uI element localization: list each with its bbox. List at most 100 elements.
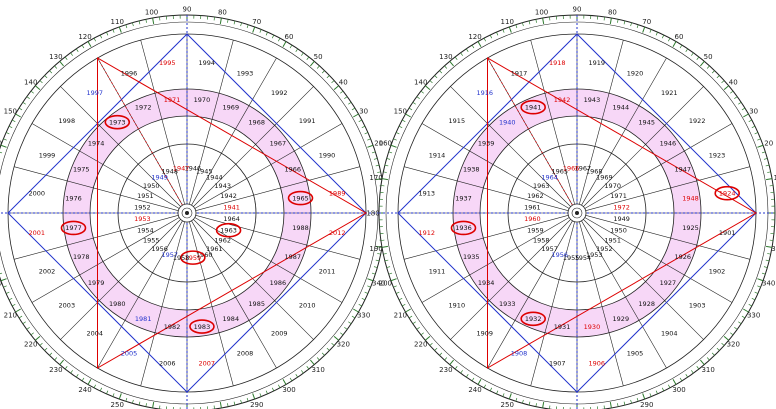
degree-tick xyxy=(449,359,454,365)
sector-line xyxy=(581,57,667,206)
degree-label: 10 xyxy=(773,174,776,182)
year-label: 1975 xyxy=(73,165,90,173)
degree-tick xyxy=(321,352,325,356)
degree-label: 130 xyxy=(439,53,452,61)
year-label: 1964 xyxy=(541,174,558,182)
year-label: 1922 xyxy=(689,117,706,125)
degree-label: 200 xyxy=(379,279,392,287)
year-label: 1950 xyxy=(610,227,627,235)
right-wheel: 0102030405060708090100110120130140150160… xyxy=(366,6,776,409)
degree-tick xyxy=(145,403,147,407)
degree-tick xyxy=(5,132,10,135)
degree-ticks xyxy=(379,15,775,409)
degree-label: 40 xyxy=(729,78,738,86)
year-label: 1929 xyxy=(613,315,630,323)
degree-tick xyxy=(295,374,299,378)
degree-tick xyxy=(623,20,626,25)
year-label: 1963 xyxy=(533,182,550,190)
degree-label: 230 xyxy=(439,366,452,374)
year-label: 1970 xyxy=(604,182,621,190)
degree-label: 310 xyxy=(311,366,324,374)
year-label: 1970 xyxy=(194,96,211,104)
degree-tick xyxy=(331,80,335,84)
year-label: 2007 xyxy=(199,360,216,368)
degree-tick xyxy=(278,384,281,388)
degree-label: 220 xyxy=(414,341,427,349)
year-label: 1916 xyxy=(476,89,493,97)
sector-line xyxy=(140,221,185,386)
degree-tick xyxy=(395,291,400,294)
degree-tick xyxy=(386,158,391,160)
degree-tick xyxy=(515,397,518,402)
degree-ticks xyxy=(0,15,385,409)
year-label: 1936 xyxy=(455,224,472,232)
sector-line xyxy=(194,217,343,303)
year-label: 1927 xyxy=(660,279,677,287)
degree-tick xyxy=(402,119,406,122)
degree-label: 340 xyxy=(372,279,385,287)
year-label: 1961 xyxy=(524,203,541,211)
red-triangle xyxy=(97,57,367,369)
degree-tick xyxy=(471,44,475,49)
degree-tick xyxy=(444,357,448,361)
degree-tick xyxy=(371,272,376,275)
degree-label: 40 xyxy=(339,78,348,86)
degree-tick xyxy=(730,90,734,94)
degree-tick xyxy=(416,327,420,330)
year-label: 2005 xyxy=(121,349,138,357)
degree-tick xyxy=(282,379,287,385)
degree-tick xyxy=(44,347,48,351)
highlight-circle xyxy=(104,114,131,130)
sector-line xyxy=(421,217,570,303)
year-label: 1978 xyxy=(73,253,90,261)
degree-label: 210 xyxy=(4,312,17,320)
degree-tick xyxy=(106,31,109,36)
degree-tick xyxy=(340,90,344,94)
degree-label: 330 xyxy=(747,312,760,320)
degree-tick xyxy=(471,377,475,382)
degree-tick xyxy=(706,357,710,361)
degree-tick xyxy=(152,17,155,25)
degree-tick xyxy=(416,96,420,99)
highlight-circle xyxy=(714,185,741,201)
year-label: 1902 xyxy=(709,267,726,275)
degree-tick xyxy=(373,158,378,160)
degree-tick xyxy=(384,259,389,262)
degree-tick xyxy=(333,85,339,90)
degree-tick xyxy=(333,336,339,341)
sector-line xyxy=(579,221,624,386)
degree-tick xyxy=(425,85,431,90)
degree-label: 350 xyxy=(771,245,776,253)
degree-tick xyxy=(535,19,537,23)
year-label: 1947 xyxy=(675,165,692,173)
year-label: 1958 xyxy=(533,237,550,245)
degree-label: 110 xyxy=(501,18,514,26)
year-label: 1971 xyxy=(164,96,181,104)
degree-tick xyxy=(15,308,21,313)
sector-line xyxy=(14,166,179,211)
degree-tick xyxy=(87,41,92,47)
degree-label: 50 xyxy=(704,53,713,61)
degree-tick xyxy=(757,138,761,141)
year-label: 1913 xyxy=(419,190,436,198)
degree-tick xyxy=(623,401,626,406)
degree-tick xyxy=(132,22,134,27)
year-label: 1983 xyxy=(194,323,211,331)
degree-tick xyxy=(738,101,742,105)
degree-label: 210 xyxy=(394,312,407,320)
hub-inner xyxy=(571,207,583,219)
degree-tick xyxy=(685,374,689,378)
degree-tick xyxy=(373,266,378,268)
degree-tick xyxy=(351,107,356,111)
degree-tick xyxy=(30,90,34,94)
year-label: 2003 xyxy=(59,302,76,310)
year-label: 1920 xyxy=(627,69,644,77)
degree-tick xyxy=(412,321,416,325)
year-label: 1968 xyxy=(586,168,603,176)
degree-tick xyxy=(405,308,411,313)
year-label: 1979 xyxy=(88,279,105,287)
degree-tick xyxy=(265,31,268,36)
year-label: 1954 xyxy=(575,254,592,262)
year-label: 1995 xyxy=(159,59,176,67)
